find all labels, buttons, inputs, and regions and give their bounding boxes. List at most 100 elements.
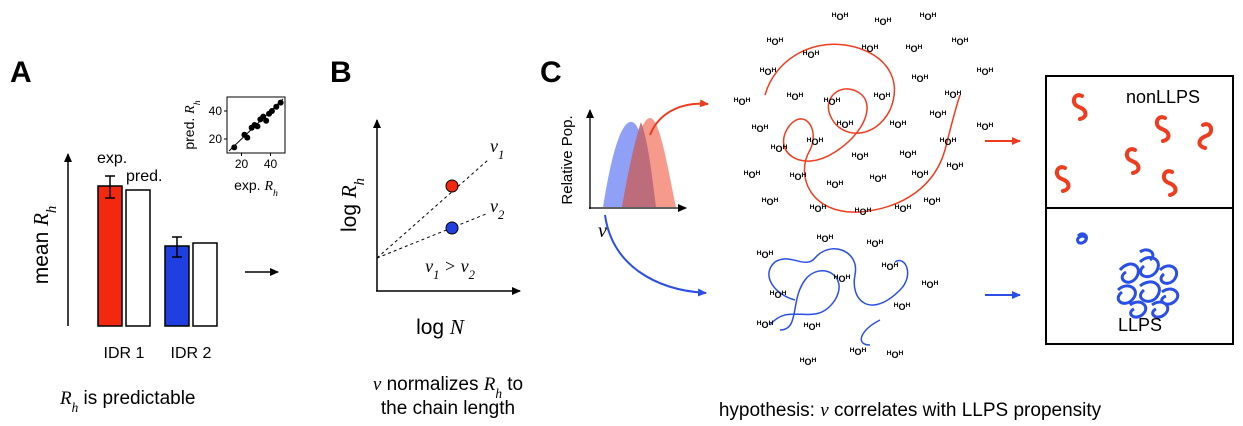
panel-b-shapes — [373, 119, 521, 295]
water-label-part: H — [757, 250, 762, 257]
water-label-part: H — [932, 12, 937, 19]
panel-a-shapes — [64, 96, 286, 327]
water-label-part: H — [855, 207, 860, 214]
water-label-part: H — [802, 172, 807, 179]
water-label-part: H — [989, 122, 994, 129]
water-label: HOH — [940, 137, 957, 148]
water-label-part: H — [918, 44, 923, 51]
water-label-part: O — [748, 170, 755, 180]
water-label-part: H — [912, 74, 917, 81]
scatter-point — [277, 99, 284, 106]
water-label-part: O — [904, 150, 911, 160]
water-label-part: H — [906, 302, 911, 309]
caption: ν normalizes Rh to — [373, 374, 523, 401]
water-label: HOH — [752, 124, 769, 135]
water-label-part: O — [854, 347, 861, 357]
line-label: ν2 — [490, 196, 505, 222]
water-label-part: O — [811, 137, 818, 147]
y-axis-label-part: mean — [30, 226, 53, 284]
water-label-part: O — [838, 274, 845, 284]
water-label-part: O — [804, 357, 811, 367]
water-label-part: O — [831, 180, 838, 190]
bar-legend: pred. — [126, 168, 162, 185]
water-label: HOH — [834, 274, 851, 285]
caption-part: ν — [373, 374, 382, 395]
water-label-part: O — [898, 302, 905, 312]
inset-y-label-part: R — [183, 105, 198, 115]
water-label-part: H — [787, 92, 792, 99]
water-label-part: O — [871, 239, 878, 249]
water-label-part: O — [774, 290, 781, 300]
y-axis-label-part: log — [338, 198, 361, 232]
inset-y-label: pred. Rh — [181, 100, 203, 149]
x-tick-label: 40 — [264, 157, 278, 171]
inset-y-label-part: h — [192, 100, 203, 105]
relation-label-part: 1 — [433, 268, 439, 282]
relation-label-part: ν — [461, 256, 469, 276]
caption-part: normalizes — [381, 374, 483, 395]
water-label-part: H — [899, 350, 904, 357]
water-label-part: H — [940, 137, 945, 144]
category-label: IDR 1 — [104, 345, 145, 362]
water-label: HOH — [890, 120, 907, 131]
water-label: HOH — [977, 122, 994, 133]
water-label: HOH — [870, 174, 887, 185]
water-label: HOH — [900, 150, 917, 161]
water-label: HOH — [807, 137, 824, 148]
water-label: HOH — [790, 172, 807, 183]
water-label-part: H — [887, 350, 892, 357]
scatter-point — [263, 117, 270, 124]
water-label-part: H — [882, 262, 887, 269]
water-label-part: H — [912, 150, 917, 157]
water-label-part: O — [764, 67, 771, 77]
water-label-part: O — [791, 92, 798, 102]
water-label-part: O — [956, 37, 963, 47]
caption-part: h — [72, 400, 79, 415]
scatter-point — [273, 103, 280, 110]
water-label-part: H — [879, 239, 884, 246]
water-label-part: H — [902, 120, 907, 127]
water-label-part: H — [799, 92, 804, 99]
water-label-part: H — [817, 234, 822, 241]
water-label-part: H — [894, 302, 899, 309]
water-label-part: H — [836, 97, 841, 104]
water-label-part: O — [738, 97, 745, 107]
water-label-part: O — [771, 37, 778, 47]
x-tick-label: 20 — [235, 157, 249, 171]
caption-part: correlates with LLPS propensity — [829, 400, 1102, 421]
water-label-part: H — [952, 137, 957, 144]
water-label-part: H — [886, 92, 891, 99]
water-label: HOH — [832, 12, 849, 23]
caption-part: to — [502, 374, 523, 395]
water-label-part: H — [762, 197, 767, 204]
water-label-part: O — [821, 234, 828, 244]
water-label-part: O — [874, 174, 881, 184]
water-label: HOH — [803, 50, 820, 61]
water-label-part: O — [807, 50, 814, 60]
water-label: HOH — [920, 12, 937, 23]
water-label-part: H — [769, 320, 774, 327]
y-axis-label: mean Rh — [29, 206, 60, 285]
water-label-part: O — [926, 280, 933, 290]
panel-c-shapes — [586, 43, 1234, 346]
water-label: HOH — [922, 280, 939, 291]
water-label-part: O — [859, 207, 866, 217]
water-label-part: H — [912, 170, 917, 177]
water-label-part: O — [891, 350, 898, 360]
y-axis-label-part: R — [29, 213, 53, 227]
water-label-part: H — [771, 144, 776, 151]
caption-part: R — [59, 388, 72, 409]
water-label-part: H — [827, 180, 832, 187]
water-label: HOH — [787, 92, 804, 103]
water-label: HOH — [804, 322, 821, 333]
relation-label-part: > — [439, 256, 460, 276]
water-label-part: H — [947, 162, 952, 169]
water-label-part: H — [756, 170, 761, 177]
water-label-part: H — [906, 44, 911, 51]
y-axis-label: Relative Pop. — [559, 115, 576, 204]
water-label: HOH — [734, 97, 751, 108]
line-label-part: ν — [490, 196, 498, 216]
water-label: HOH — [855, 207, 872, 218]
line-label: ν1 — [490, 136, 504, 162]
